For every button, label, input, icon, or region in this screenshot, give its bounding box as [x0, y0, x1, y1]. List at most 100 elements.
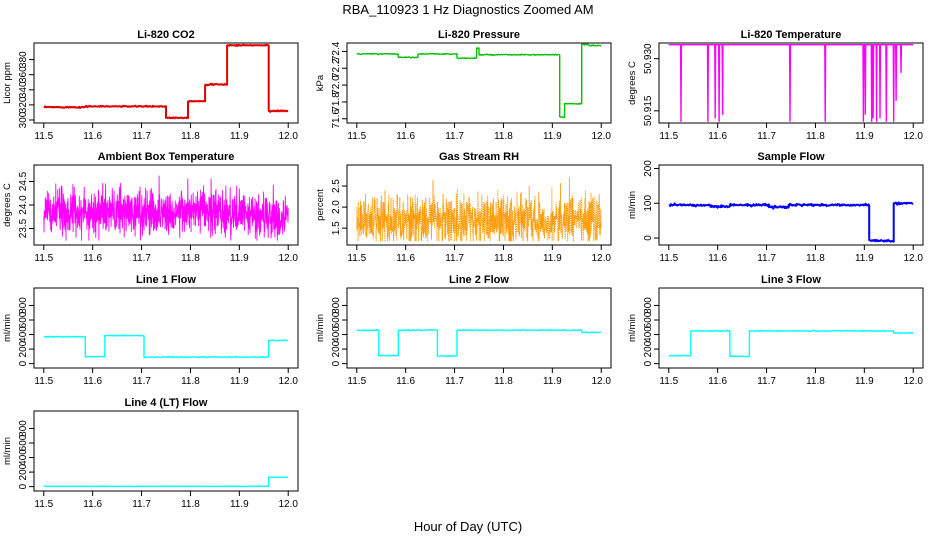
y-axis-label-ambient: degrees C — [2, 183, 13, 227]
panels: Li-820 CO2 11.5 11.6 11.7 11.8 11.9 12.0 300320… — [2, 29, 924, 510]
x-tick-label: 12.0 — [591, 253, 611, 264]
x-tick-label: 12.0 — [278, 253, 298, 264]
y-tick-label: 200 — [331, 340, 342, 357]
panel-ambient: Ambient Box Temperature 11.5 11.6 11.7 11.8 1… — [2, 151, 299, 264]
panel-rh: Gas Stream RH 11.5 11.6 11.7 11.8 11.9 12.0 1.5… — [315, 151, 612, 264]
series-line-sample — [668, 201, 914, 243]
y-tick-label: 71.8 — [331, 92, 342, 112]
y-tick-label: 0 — [18, 360, 29, 366]
y-tick-label: 600 — [643, 311, 654, 328]
x-tick-label: 11.6 — [83, 253, 102, 264]
series-line-line1 — [43, 334, 289, 359]
x-tick-label: 11.7 — [132, 253, 151, 264]
x-tick-label: 12.0 — [903, 131, 923, 142]
x-tick-label: 12.0 — [278, 131, 298, 142]
x-tick-label: 11.8 — [494, 253, 513, 264]
x-tick-label: 11.8 — [181, 499, 200, 510]
x-tick-label: 12.0 — [903, 253, 923, 264]
x-tick-label: 12.0 — [591, 131, 611, 142]
y-tick-label: 0 — [18, 483, 29, 489]
x-tick-label: 11.9 — [543, 253, 562, 264]
series-line-line2 — [356, 328, 602, 358]
x-tick-label: 11.8 — [181, 253, 200, 264]
y-tick-label: 400 — [18, 326, 29, 343]
panel-title-line2: Line 2 Flow — [449, 274, 509, 286]
y-tick-label: 600 — [331, 311, 342, 328]
panel-temperature: Li-820 Temperature 11.5 11.6 11.7 11.8 11.9 12… — [627, 29, 924, 142]
y-tick-label: 200 — [643, 160, 654, 177]
figure-title: RBA_110923 1 Hz Diagnostics Zoomed AM — [342, 2, 593, 17]
y-axis-label-co2: Licor ppm — [2, 62, 13, 104]
x-tick-label: 11.9 — [855, 376, 874, 387]
x-tick-label: 11.9 — [543, 131, 562, 142]
panel-title-rh: Gas Stream RH — [439, 151, 519, 163]
x-tick-label: 11.7 — [757, 131, 776, 142]
plot-frame-rh — [346, 164, 612, 246]
x-tick-label: 11.6 — [396, 376, 415, 387]
series-line-pressure — [356, 43, 602, 119]
x-tick-label: 11.5 — [34, 253, 53, 264]
y-tick-label: 800 — [643, 297, 654, 314]
y-tick-label: 0 — [331, 360, 342, 366]
y-tick-label: 600 — [18, 434, 29, 451]
y-tick-label: 23.5 — [18, 218, 29, 238]
y-tick-label: 100 — [643, 195, 654, 212]
panel-title-pressure: Li-820 Pressure — [438, 29, 520, 41]
x-tick-label: 11.8 — [181, 131, 200, 142]
x-tick-label: 11.5 — [659, 253, 678, 264]
panel-co2: Li-820 CO2 11.5 11.6 11.7 11.8 11.9 12.0 300320… — [2, 29, 299, 142]
series-line-ambient — [43, 175, 289, 241]
x-tick-label: 11.7 — [132, 376, 151, 387]
panel-title-temperature: Li-820 Temperature — [741, 29, 842, 41]
y-tick-label: 400 — [18, 449, 29, 466]
x-tick-label: 11.8 — [806, 376, 825, 387]
x-tick-label: 12.0 — [591, 376, 611, 387]
plot-frame-line1 — [33, 287, 299, 369]
x-tick-label: 12.0 — [903, 376, 923, 387]
x-tick-label: 11.5 — [34, 376, 53, 387]
panel-title-ambient: Ambient Box Temperature — [98, 151, 235, 163]
x-tick-label: 11.9 — [855, 131, 874, 142]
y-tick-label: 2.0 — [331, 200, 342, 214]
figure-x-axis-label: Hour of Day (UTC) — [414, 519, 522, 534]
panel-line2: Line 2 Flow 11.5 11.6 11.7 11.8 11.9 12.0 0 2004… — [315, 274, 612, 387]
x-tick-label: 11.8 — [806, 131, 825, 142]
x-tick-label: 11.5 — [659, 131, 678, 142]
y-tick-label: 360 — [18, 66, 29, 83]
plot-frame-line3 — [658, 287, 924, 369]
y-axis-label-pressure: kPa — [315, 74, 326, 91]
y-tick-label: 50.915 — [643, 95, 654, 126]
y-axis-label-line2: ml/min — [315, 314, 326, 342]
x-tick-label: 11.9 — [230, 376, 249, 387]
x-tick-label: 11.9 — [230, 253, 249, 264]
x-tick-label: 11.6 — [83, 499, 102, 510]
panel-line3: Line 3 Flow 11.5 11.6 11.7 11.8 11.9 12.0 0 2004… — [627, 274, 924, 387]
x-tick-label: 11.5 — [347, 376, 366, 387]
x-tick-label: 11.9 — [230, 131, 249, 142]
plot-frame-line4 — [33, 410, 299, 492]
plot-frame-line2 — [346, 287, 612, 369]
x-tick-label: 11.7 — [757, 253, 776, 264]
y-tick-label: 800 — [18, 297, 29, 314]
x-tick-label: 11.5 — [34, 499, 53, 510]
x-tick-label: 11.5 — [34, 131, 53, 142]
y-tick-label: 1.5 — [331, 221, 342, 235]
y-tick-label: 72.2 — [331, 58, 342, 78]
y-tick-label: 24.0 — [18, 195, 29, 215]
y-tick-label: 200 — [18, 340, 29, 357]
x-tick-label: 11.9 — [230, 499, 249, 510]
plot-frame-sample — [658, 164, 924, 246]
y-tick-label: 320 — [18, 96, 29, 113]
panel-line1: Line 1 Flow 11.5 11.6 11.7 11.8 11.9 12.0 0 2004… — [2, 274, 299, 387]
y-tick-label: 0 — [643, 235, 654, 241]
y-tick-label: 24.5 — [18, 171, 29, 191]
x-tick-label: 11.9 — [855, 253, 874, 264]
x-tick-label: 11.6 — [708, 253, 727, 264]
panel-title-co2: Li-820 CO2 — [137, 29, 194, 41]
panel-pressure: Li-820 Pressure 11.5 11.6 11.7 11.8 11.9 12.0 7… — [315, 29, 612, 142]
y-tick-label: 200 — [18, 463, 29, 480]
x-tick-label: 11.9 — [543, 376, 562, 387]
y-axis-label-sample: ml/min — [627, 191, 638, 219]
x-tick-label: 11.6 — [396, 253, 415, 264]
